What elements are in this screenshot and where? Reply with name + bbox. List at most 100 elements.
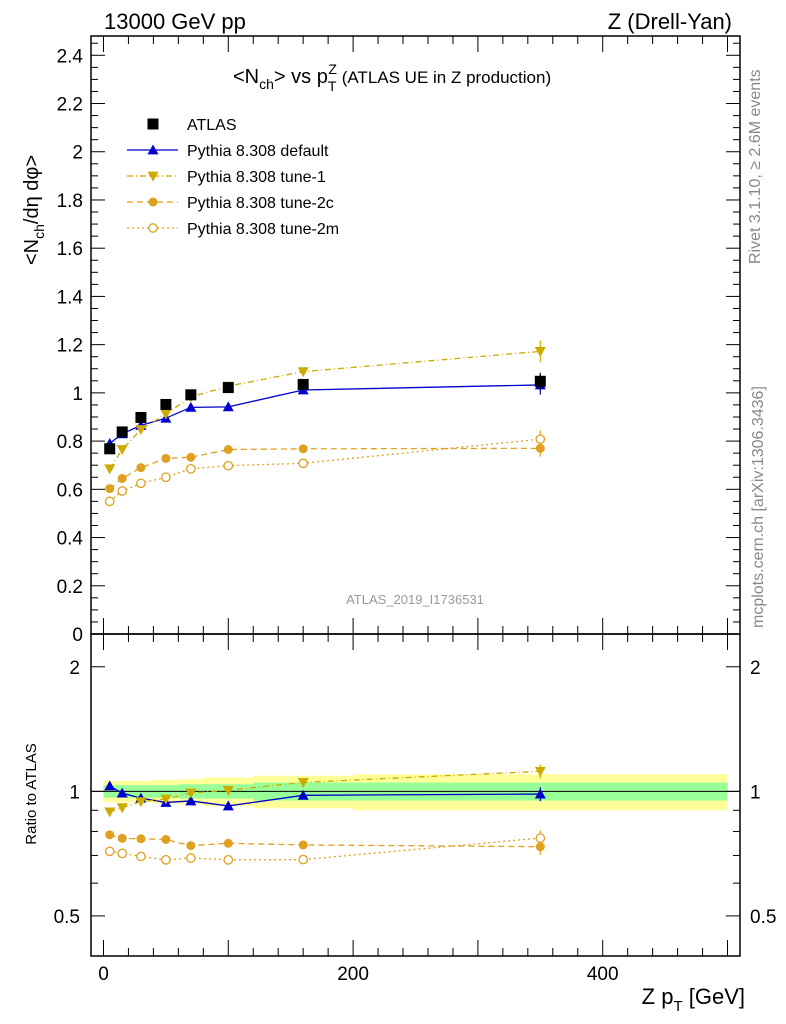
- legend-label: Pythia 8.308 tune-2m: [187, 221, 339, 238]
- ylabel-main-sub: ch: [31, 224, 47, 239]
- legend-marker: [147, 118, 159, 130]
- legend-item: ATLAS: [147, 117, 237, 134]
- y-tick-label: 0: [72, 625, 83, 646]
- ratio-y-tick-label-left: 2: [69, 658, 80, 679]
- series-2-ratio-point: [136, 834, 146, 844]
- series-2-point: [186, 452, 196, 462]
- series-1-ratio-point: [135, 797, 147, 808]
- ratio-x-ticks: [102, 634, 729, 956]
- series-2-point: [298, 444, 308, 454]
- series-3-point: [117, 486, 128, 496]
- series-2-ratio-point: [161, 834, 171, 844]
- series-2-ratio-point: [535, 842, 545, 852]
- series-0-ratio-point: [185, 795, 197, 806]
- ratio-y-ticks: 0.5 0.5 1 1 2 2: [54, 658, 776, 957]
- series-1-point: [160, 409, 172, 420]
- series-0-ratio-point: [534, 788, 546, 799]
- series-0-ratio-point: [104, 780, 116, 791]
- main-panel: 0 0.2 0.4 0.6 0.8 1 1.2 1.4 1.6 1.8 2 2.2 2.4: [57, 35, 741, 646]
- series-0-ratio-point: [297, 789, 309, 800]
- series-0-ratio-point: [222, 800, 234, 811]
- series-3-ratio-point: [117, 848, 128, 859]
- plot-title: <Nch> vs pTZ (ATLAS UE in Z production): [233, 61, 551, 94]
- series-0-point: [185, 401, 197, 412]
- y-tick-label: 2: [72, 143, 83, 164]
- y-tick-label: 0.4: [57, 529, 84, 550]
- atlas-point: [185, 389, 197, 401]
- main-x-ticks: [102, 36, 729, 634]
- series-1-ratio-point: [297, 777, 309, 788]
- series-3-point: [535, 434, 546, 445]
- y-axis-label-ratio: Ratio to ATLAS: [23, 743, 40, 844]
- series-3-point: [136, 478, 146, 489]
- series-1-ratio-point: [116, 803, 128, 814]
- ratio-series: [104, 764, 546, 865]
- y-tick-label: 0.6: [57, 480, 83, 501]
- title-main-sub: ch: [259, 76, 274, 92]
- series-2-ratio-point: [298, 840, 308, 850]
- mcplots-label: mcplots.cern.ch [arXiv:1306.3436]: [750, 386, 767, 628]
- series-3-point: [104, 496, 115, 507]
- series-2-point: [535, 443, 545, 453]
- series-3-line: [109, 438, 541, 502]
- main-y-ticks: 0 0.2 0.4 0.6 0.8 1 1.2 1.4 1.6 1.8 2 2.2 2.4: [57, 42, 740, 646]
- main-atlas-points: [104, 372, 546, 455]
- series-3-ratio-point: [298, 854, 309, 865]
- series-3-ratio-point: [104, 846, 115, 857]
- atlas-point: [104, 443, 116, 455]
- ylabel-main-b: /dη dφ>: [21, 155, 43, 224]
- legend-item: Pythia 8.308 default: [127, 143, 329, 160]
- header-left: 13000 GeV pp: [104, 9, 246, 34]
- ratio-y-tick-label-left: 0.5: [54, 907, 80, 928]
- title-suffix: (ATLAS UE in Z production): [337, 68, 551, 87]
- series-2-point: [117, 473, 127, 483]
- legend-marker: [148, 197, 158, 207]
- series-3-ratio-point: [223, 854, 234, 865]
- title-main: <N: [233, 66, 259, 88]
- header-right: Z (Drell-Yan): [608, 9, 732, 34]
- x-tick-label: 400: [587, 964, 619, 985]
- legend-marker: [147, 144, 159, 155]
- atlas-point: [297, 378, 309, 390]
- series-2-point: [105, 484, 115, 494]
- xlabel-sub: T: [673, 998, 682, 1015]
- y-axis-label-main: <Nch/dη dφ>: [21, 155, 47, 265]
- series-3-ratio-point: [161, 854, 171, 865]
- series-3-point: [223, 460, 234, 471]
- series-3-point: [161, 472, 171, 483]
- xlabel-a: Z p: [642, 984, 674, 1009]
- series-3-point: [185, 463, 196, 474]
- series-2-point: [136, 463, 146, 473]
- main-series: [104, 340, 546, 507]
- series-1-point: [534, 346, 546, 357]
- title-sup: Z: [328, 61, 337, 77]
- series-2-ratio-point: [117, 833, 127, 843]
- y-tick-label: 2.4: [57, 46, 84, 67]
- legend: ATLAS Pythia 8.308 default Pythia 8.308 tu…: [127, 117, 339, 238]
- series-1-point: [297, 367, 309, 378]
- y-tick-label: 1.6: [57, 239, 83, 260]
- ratio-y-tick-label-right: 0.5: [750, 907, 776, 928]
- y-tick-label: 1.8: [57, 191, 83, 212]
- series-1-ratio-point: [185, 788, 197, 799]
- atlas-point: [116, 426, 128, 438]
- y-tick-label: 2.2: [57, 95, 83, 116]
- series-2-point: [161, 453, 171, 463]
- series-0-point: [222, 401, 234, 412]
- legend-label: ATLAS: [187, 117, 237, 134]
- y-tick-label: 0.8: [57, 432, 83, 453]
- series-1-point: [104, 464, 116, 475]
- series-3-ratio-point: [185, 853, 196, 863]
- legend-label: Pythia 8.308 tune-2c: [187, 195, 334, 212]
- series-2-ratio-line: [109, 834, 541, 848]
- ratio-error-bands: [103, 774, 728, 811]
- y-tick-label: 1: [72, 384, 83, 405]
- ratio-y-tick-label-right: 1: [750, 782, 761, 803]
- series-1-point: [116, 445, 128, 456]
- series-2-ratio-point: [186, 841, 196, 851]
- x-tick-labels: 0 200 400: [98, 964, 618, 985]
- x-axis-label: Z pT [GeV]: [642, 984, 745, 1015]
- series-0-ratio-point: [116, 787, 128, 798]
- ratio-y-tick-label-left: 1: [69, 782, 80, 803]
- xlabel-b: [GeV]: [683, 984, 745, 1009]
